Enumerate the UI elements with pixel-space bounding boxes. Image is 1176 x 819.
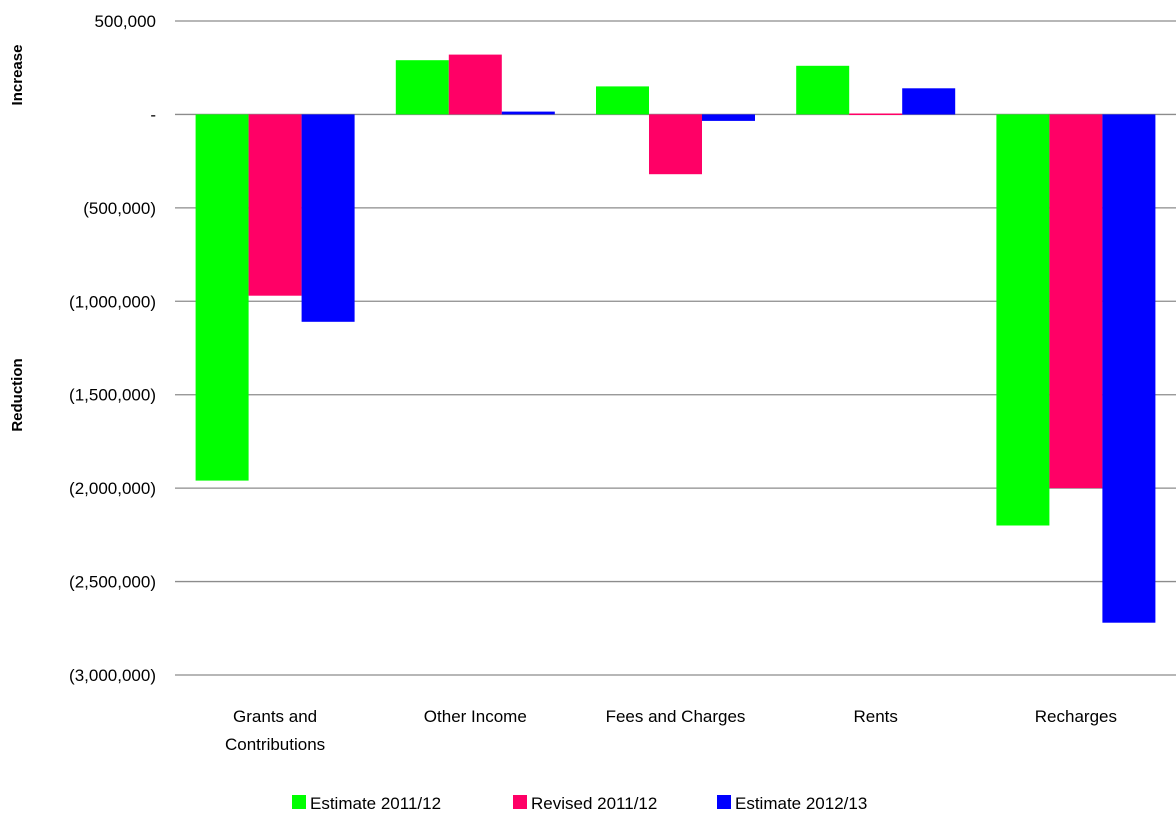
bar [248, 114, 302, 296]
bar [796, 65, 850, 115]
x-category-label: Grants and [233, 707, 317, 726]
bar [395, 60, 449, 115]
bar [501, 111, 555, 115]
y-tick-label: (1,500,000) [69, 386, 156, 405]
bar [1049, 114, 1103, 489]
bars [195, 54, 1156, 623]
bar [849, 113, 903, 115]
legend-swatch [513, 795, 527, 809]
bar [996, 114, 1050, 526]
bar [902, 88, 956, 115]
bar [1102, 114, 1156, 623]
y-tick-label: - [150, 105, 156, 124]
bar [301, 114, 355, 322]
legend-swatch [292, 795, 306, 809]
y-tick-label: (2,000,000) [69, 479, 156, 498]
legend: Estimate 2011/12 Revised 2011/12 Estimate … [292, 794, 867, 813]
bar [195, 114, 249, 481]
y-axis-label-reduction: Reduction [9, 358, 26, 431]
y-tick-label: 500,000 [95, 12, 156, 31]
bar [596, 86, 649, 115]
y-tick-label: (3,000,000) [69, 666, 156, 685]
y-axis-label-increase: Increase [9, 45, 26, 106]
x-category-label: Fees and Charges [606, 707, 746, 726]
legend-label: Estimate 2011/12 [310, 794, 441, 813]
legend-swatch [717, 795, 731, 809]
y-tick-label: (2,500,000) [69, 573, 156, 592]
legend-label: Revised 2011/12 [531, 794, 657, 813]
y-tick-label: (1,000,000) [69, 292, 156, 311]
bar [702, 114, 755, 121]
x-category-label: Recharges [1035, 707, 1117, 726]
bar [448, 54, 502, 115]
bar [649, 114, 702, 175]
x-category-label: Contributions [225, 735, 325, 754]
x-category-label: Rents [853, 707, 897, 726]
legend-label: Estimate 2012/13 [735, 794, 867, 813]
x-category-label: Other Income [424, 707, 527, 726]
y-tick-labels: 500,000 - (500,000) (1,000,000) (1,500,000) (… [69, 12, 156, 685]
category-labels: Grants and Contributions Other Income Fees … [225, 707, 1117, 754]
y-tick-label: (500,000) [83, 199, 156, 218]
